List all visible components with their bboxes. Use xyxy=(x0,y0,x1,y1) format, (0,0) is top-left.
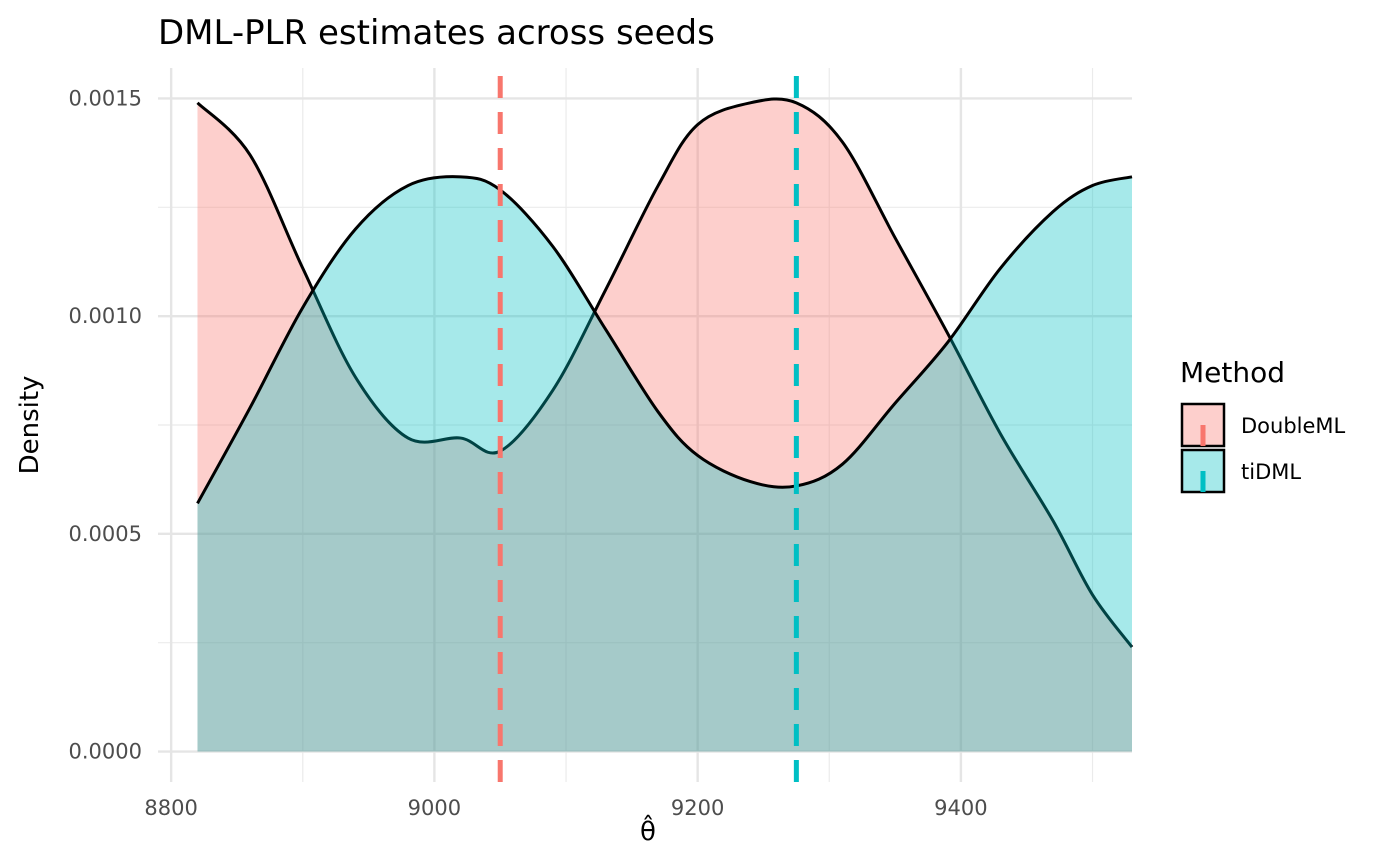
y-tick-label: 0.0010 xyxy=(69,304,142,328)
legend-label-tidml: tiDML xyxy=(1241,460,1301,484)
legend-label-doubleml: DoubleML xyxy=(1241,414,1346,438)
y-tick-label: 0.0000 xyxy=(69,740,142,764)
density-areas xyxy=(196,97,1134,752)
x-tick-label: 9400 xyxy=(934,796,987,820)
density-curve-doubleml xyxy=(196,97,1134,648)
x-tick-label: 8800 xyxy=(144,796,197,820)
y-axis-title: Density xyxy=(15,376,45,475)
mean-lines xyxy=(497,76,799,782)
y-tick-label: 0.0005 xyxy=(69,522,142,546)
grid xyxy=(158,68,1132,782)
chart-title: DML-PLR estimates across seeds xyxy=(158,13,715,53)
density-curve-tidml xyxy=(196,175,1133,505)
axes: 8800 9000 9200 9400 0.0000 0.0005 0.0010 0.0015 xyxy=(69,86,988,820)
density-fill-doubleml xyxy=(197,98,1133,752)
x-tick-label: 9000 xyxy=(408,796,461,820)
density-fill-tidml xyxy=(197,176,1133,752)
x-axis-title: θ̂ xyxy=(640,813,656,847)
legend: Method DoubleML tiDML xyxy=(1180,356,1346,494)
legend-title: Method xyxy=(1180,356,1285,389)
y-tick-label: 0.0015 xyxy=(69,86,142,110)
x-tick-label: 9200 xyxy=(671,796,724,820)
